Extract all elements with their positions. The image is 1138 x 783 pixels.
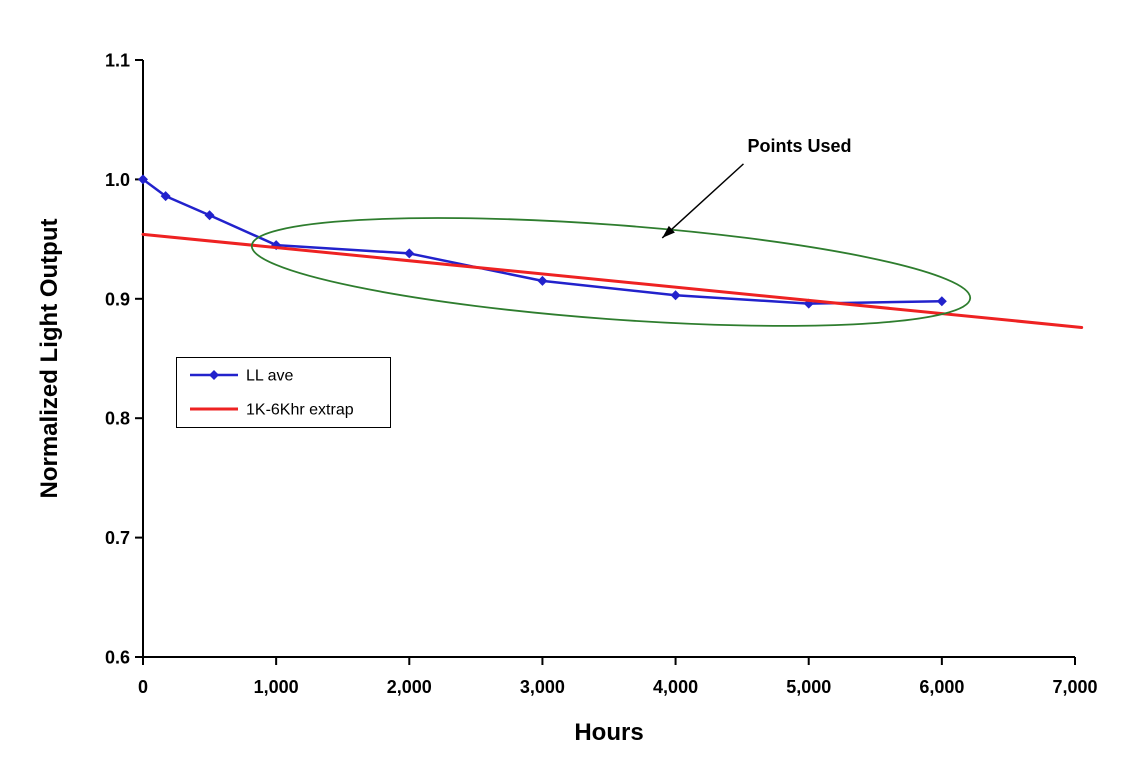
x-tick-label: 2,000 xyxy=(387,677,432,697)
data-point-marker xyxy=(936,296,947,307)
x-tick-label: 7,000 xyxy=(1052,677,1097,697)
y-tick-label: 0.6 xyxy=(105,648,130,668)
data-point-marker xyxy=(670,290,681,301)
x-tick-label: 6,000 xyxy=(919,677,964,697)
x-tick-label: 3,000 xyxy=(520,677,565,697)
y-tick-label: 0.7 xyxy=(105,528,130,548)
data-point-marker xyxy=(160,191,171,202)
annotation-arrow-head xyxy=(662,225,675,238)
points-used-ellipse xyxy=(250,217,972,327)
legend-box xyxy=(176,357,391,428)
legend-entry-ll-ave: LL ave xyxy=(190,368,294,385)
data-point-marker xyxy=(138,174,148,185)
y-tick-label: 1.1 xyxy=(105,51,130,71)
data-point-marker xyxy=(204,210,215,221)
legend-sample-marker xyxy=(209,370,219,380)
x-tick-label: 1,000 xyxy=(254,677,299,697)
points-used-callout: Points Used xyxy=(661,136,851,239)
y-tick-label: 0.9 xyxy=(105,289,130,309)
legend-entry-1k-6khr-extrap: 1K-6Khr extrap xyxy=(190,402,354,419)
series-1k-6khr-extrap xyxy=(141,232,1084,329)
x-tick-label: 0 xyxy=(138,677,148,697)
annotation-arrow-line xyxy=(661,163,744,239)
y-axis-title: Normalized Light Output xyxy=(36,219,63,499)
y-tick-label: 0.8 xyxy=(105,409,130,429)
legend-entry-label: LL ave xyxy=(246,368,294,385)
annotation-label: Points Used xyxy=(747,136,851,156)
legend: LL ave 1K-6Khr extrap xyxy=(176,357,391,428)
x-axis-title: Hours xyxy=(574,719,643,746)
data-point-marker xyxy=(537,275,548,286)
data-point-marker xyxy=(404,248,415,259)
series-line xyxy=(141,232,1084,329)
series-ll-ave xyxy=(138,174,947,309)
x-tick-label: 4,000 xyxy=(653,677,698,697)
y-tick-label: 1.0 xyxy=(105,170,130,190)
legend-entry-label: 1K-6Khr extrap xyxy=(246,402,354,419)
x-tick-label: 5,000 xyxy=(786,677,831,697)
